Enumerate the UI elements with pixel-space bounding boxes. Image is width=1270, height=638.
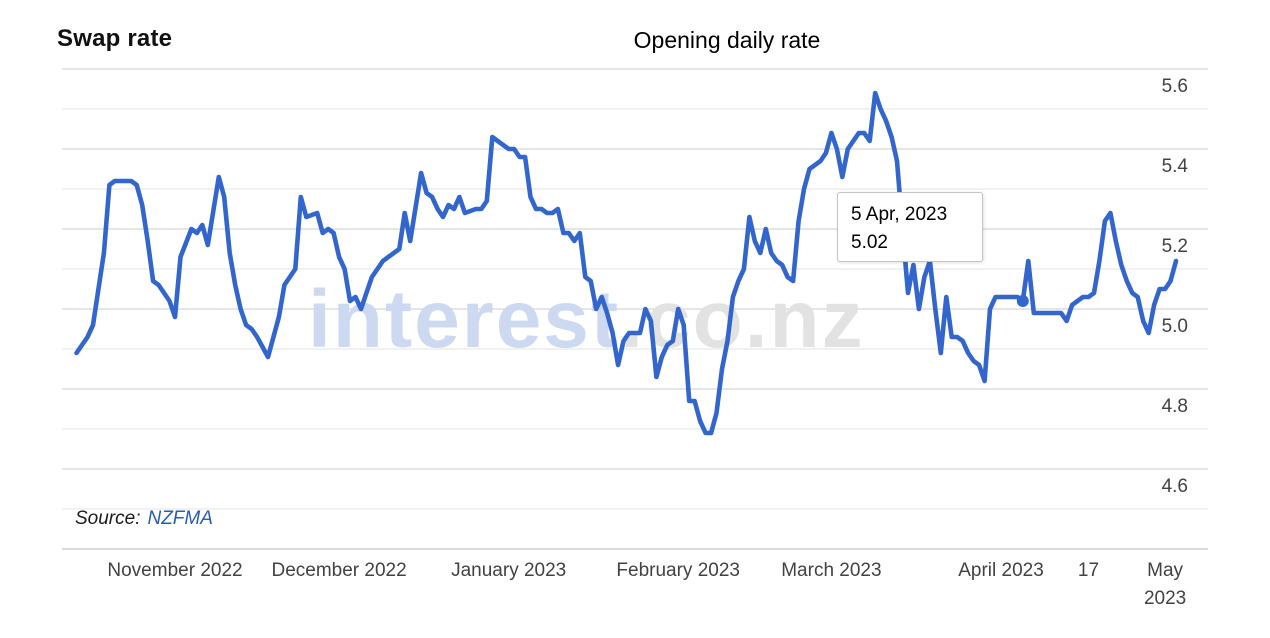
x-axis-label: April 2023	[958, 560, 1044, 581]
watermark: interest.co.nz	[308, 274, 865, 365]
watermark-suffix: .co.nz	[620, 274, 864, 365]
tooltip-value: 5.02	[851, 232, 888, 253]
page-title: Swap rate	[57, 25, 173, 52]
tooltip: 5 Apr, 2023 5.02	[837, 192, 983, 262]
source-label: Source:	[75, 508, 141, 529]
tooltip-date: 5 Apr, 2023	[851, 204, 948, 225]
y-axis-label: 5.6	[1162, 76, 1188, 97]
watermark-brand: interest	[308, 274, 620, 365]
x-axis-label: March 2023	[781, 560, 881, 581]
x-axis-label: 2023	[1144, 588, 1186, 609]
source-link[interactable]: NZFMA	[147, 508, 213, 529]
y-axis-label: 5.0	[1162, 316, 1188, 337]
y-axis-label: 4.6	[1162, 476, 1188, 497]
x-axis-label: 17	[1078, 560, 1099, 581]
series-line[interactable]	[74, 90, 1179, 436]
y-axis-label: 5.2	[1162, 236, 1188, 257]
x-axis-label: December 2022	[271, 560, 406, 581]
x-axis-label: November 2022	[107, 560, 242, 581]
source-line: Source: NZFMA	[75, 508, 213, 530]
x-axis-label: February 2023	[616, 560, 740, 581]
selected-point-marker[interactable]	[1016, 295, 1029, 307]
x-axis-label: May	[1147, 560, 1183, 581]
chart-subtitle: Opening daily rate	[633, 27, 821, 53]
x-axis-label: January 2023	[451, 560, 566, 581]
y-axis-label: 4.8	[1162, 396, 1188, 417]
y-axis-label: 5.4	[1162, 156, 1189, 177]
